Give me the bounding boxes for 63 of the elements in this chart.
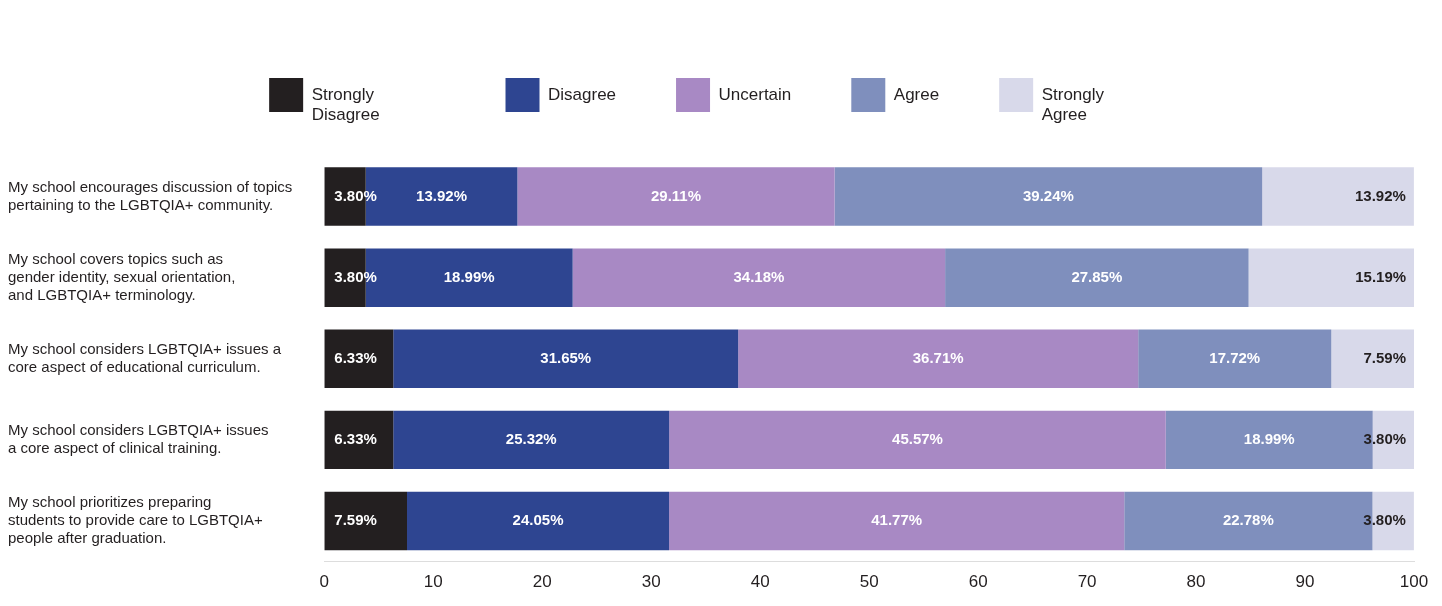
data-label: 36.71% [912, 348, 964, 366]
data-label: 17.72% [1209, 348, 1261, 366]
bar [1331, 329, 1414, 388]
bar [945, 248, 1249, 307]
bar [517, 167, 835, 226]
x-tick-label: 30 [641, 572, 661, 592]
bar [572, 248, 946, 307]
data-label: 27.85% [1071, 267, 1123, 285]
bar [393, 329, 739, 388]
x-tick-label: 70 [1077, 572, 1097, 592]
data-label: 39.24% [1022, 186, 1074, 204]
data-label: 29.11% [650, 186, 702, 204]
data-label: 3.80% [1363, 430, 1407, 448]
bar [738, 329, 1139, 388]
x-tick-label: 90 [1295, 572, 1315, 592]
data-label: 18.99% [1243, 430, 1295, 448]
data-label: 15.19% [1355, 267, 1407, 285]
data-label: 3.80% [334, 267, 377, 285]
data-label: 25.32% [505, 430, 557, 448]
data-label: 31.65% [540, 348, 592, 366]
y-tick-label: My school covers topics such as gender identity, sexual orientation, and LGBTQIA+ terminology. [8, 249, 236, 303]
x-tick-label: 10 [423, 572, 443, 592]
bar [669, 410, 1166, 470]
bar [1262, 167, 1414, 226]
bar [324, 491, 408, 551]
bar [393, 410, 670, 470]
data-label: 34.18% [733, 267, 785, 285]
legend-label: Strongly Agree [1041, 84, 1105, 125]
y-tick-label: My school considers LGBTQIA+ issues a core aspect of clinical training. [8, 421, 269, 457]
data-label: 6.33% [334, 430, 377, 448]
x-tick-label: 60 [968, 572, 988, 592]
x-tick-label: 100 [1399, 572, 1429, 592]
legend-label: Agree [893, 84, 940, 104]
legend-label: Disagree [548, 84, 617, 104]
x-tick-label: 20 [532, 572, 552, 592]
x-tick-label: 50 [859, 572, 879, 592]
bar [324, 329, 394, 388]
bar [834, 167, 1263, 226]
bar [1248, 248, 1414, 307]
legend-label: Strongly Disagree [311, 84, 380, 125]
bar [1138, 329, 1332, 388]
bar [324, 410, 394, 470]
data-label: 6.33% [334, 348, 377, 366]
data-label: 7.59% [1363, 348, 1406, 366]
y-tick-label: My school encourages discussion of topics pertaining to the LGBTQIA+ community. [8, 177, 293, 213]
data-label: 7.59% [334, 511, 377, 529]
data-label: 18.99% [443, 267, 495, 285]
data-label: 22.78% [1222, 511, 1274, 529]
x-tick-label: 40 [750, 572, 770, 592]
bar [407, 491, 670, 551]
data-label: 24.05% [512, 511, 564, 529]
legend-label: Uncertain [718, 84, 792, 104]
y-tick-label: My school considers LGBTQIA+ issues a core aspect of educational curriculum. [8, 339, 282, 375]
data-label: 3.80% [334, 186, 377, 204]
x-tick-label: 80 [1186, 572, 1206, 592]
x-tick-label: 0 [319, 572, 330, 592]
data-label: 45.57% [892, 430, 943, 448]
data-label: 41.77% [871, 511, 923, 529]
data-label: 13.92% [416, 186, 467, 204]
bar [669, 491, 1125, 551]
y-tick-label: My school prioritizes preparing students to provide care to LGBTQIA+ people after graduation. [8, 493, 263, 547]
data-label: 13.92% [1355, 186, 1406, 204]
data-label: 3.80% [1363, 511, 1406, 529]
